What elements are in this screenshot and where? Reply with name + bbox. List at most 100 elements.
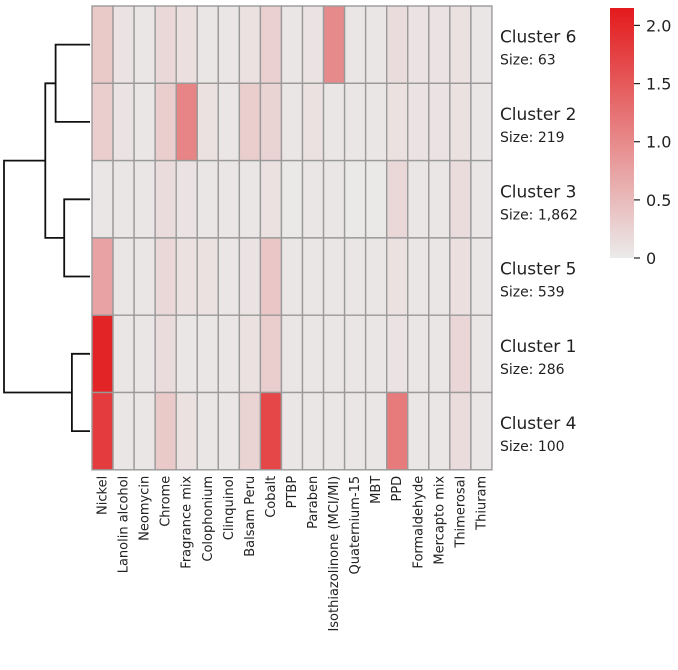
column-label: Thiuram bbox=[474, 476, 489, 531]
column-label: Colophonium bbox=[201, 476, 216, 562]
heatmap-cell bbox=[259, 314, 283, 394]
column-label: Lanolin alcohol bbox=[117, 476, 132, 573]
cluster-size-label: Size: 1,862 bbox=[500, 207, 578, 223]
heatmap-cell bbox=[449, 391, 472, 471]
heatmap-cell bbox=[386, 5, 409, 85]
column-label: MBT bbox=[369, 476, 384, 504]
heatmap-cell bbox=[280, 5, 304, 85]
heatmap-cell bbox=[112, 314, 135, 394]
heatmap-cell bbox=[196, 391, 219, 471]
heatmap-cell bbox=[154, 391, 177, 471]
heatmap-cell bbox=[428, 391, 451, 471]
heatmap-cell bbox=[238, 237, 262, 316]
column-label: Formaldehyde bbox=[411, 476, 426, 569]
colorbar-tick-label: 0.5 bbox=[646, 191, 671, 210]
heatmap-cell bbox=[301, 314, 325, 394]
heatmap-cell bbox=[259, 391, 283, 471]
cluster-size-label: Size: 286 bbox=[500, 362, 565, 378]
column-labels: Nickel Lanolin alcohol Neomycin Chrome Fragr… bbox=[96, 475, 490, 631]
heatmap-cell bbox=[280, 391, 304, 471]
heatmap-cell bbox=[196, 237, 219, 316]
heatmap-cell bbox=[280, 314, 304, 394]
heatmap-cell bbox=[449, 314, 472, 394]
heatmap-cell bbox=[428, 314, 451, 394]
heatmap-cell bbox=[238, 5, 262, 85]
cluster-name-label: Cluster 5 bbox=[500, 260, 577, 280]
heatmap-cell bbox=[238, 314, 262, 394]
column-label: Chrome bbox=[159, 476, 174, 527]
heatmap-cell bbox=[343, 159, 367, 239]
heatmap-cell bbox=[386, 237, 409, 316]
heatmap-cell bbox=[112, 5, 135, 85]
colorbar-tick-label: 0 bbox=[646, 249, 656, 268]
heatmap-cell bbox=[322, 82, 346, 162]
heatmap-cell bbox=[217, 314, 241, 394]
heatmap-cell bbox=[343, 5, 367, 85]
column-label: Fragrance mix bbox=[180, 476, 195, 569]
heatmap-cell bbox=[280, 237, 304, 316]
heatmap-cell bbox=[470, 159, 493, 239]
heatmap-cell bbox=[386, 82, 409, 162]
heatmap-cell bbox=[407, 82, 430, 162]
heatmap-cell bbox=[154, 314, 177, 394]
heatmap-cell bbox=[407, 159, 430, 239]
dendrogram-link bbox=[71, 352, 90, 432]
heatmap-cell bbox=[449, 159, 472, 239]
heatmap-cell bbox=[91, 391, 114, 471]
column-label: Cobalt bbox=[264, 476, 279, 518]
heatmap-cell bbox=[175, 82, 198, 162]
heatmap-cell bbox=[259, 237, 283, 316]
heatmap-cell bbox=[259, 5, 283, 85]
heatmap-cell bbox=[91, 5, 114, 85]
heatmap-cell bbox=[322, 237, 346, 316]
heatmap-cell bbox=[407, 237, 430, 316]
heatmap-cell bbox=[217, 391, 241, 471]
heatmap-cell bbox=[280, 159, 304, 239]
column-label: Mercapto mix bbox=[432, 475, 447, 564]
heatmap-cell bbox=[91, 159, 114, 239]
heatmap-cell bbox=[301, 237, 325, 316]
heatmap-cell bbox=[196, 159, 219, 239]
heatmap-cell bbox=[133, 237, 156, 316]
heatmap-cell bbox=[322, 314, 346, 394]
heatmap-cell bbox=[407, 314, 430, 394]
heatmap-cell bbox=[196, 314, 219, 394]
heatmap-cell bbox=[259, 82, 283, 162]
heatmap-cell bbox=[407, 391, 430, 471]
heatmap-cell bbox=[175, 237, 198, 316]
heatmap-cell bbox=[133, 314, 156, 394]
heatmap-cell bbox=[428, 82, 451, 162]
heatmap-cell bbox=[238, 391, 262, 471]
heatmap-cell bbox=[112, 82, 135, 162]
colorbar-gradient bbox=[610, 8, 634, 258]
heatmap-cell bbox=[449, 82, 472, 162]
heatmap-cell bbox=[217, 5, 241, 85]
heatmap-cell bbox=[154, 159, 177, 239]
heatmap-cell bbox=[364, 237, 388, 316]
colorbar: 0 0.5 1.0 1.5 2.0 bbox=[610, 8, 671, 268]
dendrogram bbox=[3, 43, 90, 432]
heatmap-cell bbox=[133, 82, 156, 162]
heatmap-cell bbox=[301, 159, 325, 239]
heatmap-cell bbox=[386, 391, 409, 471]
heatmap-cell bbox=[154, 237, 177, 316]
heatmap-cell bbox=[364, 391, 388, 471]
column-label: Clinquinol bbox=[222, 476, 237, 540]
heatmap-cell bbox=[133, 5, 156, 85]
heatmap-cell bbox=[175, 5, 198, 85]
heatmap-cell bbox=[470, 314, 493, 394]
heatmap-cell bbox=[449, 5, 472, 85]
heatmap-cell bbox=[343, 391, 367, 471]
heatmap-cell bbox=[343, 82, 367, 162]
heatmap-cell bbox=[364, 5, 388, 85]
heatmap-cell bbox=[91, 82, 114, 162]
column-label: Neomycin bbox=[138, 476, 153, 541]
heatmap-cell bbox=[322, 159, 346, 239]
heatmap-cell bbox=[470, 391, 493, 471]
dendrogram-link bbox=[3, 159, 72, 394]
heatmap-cell bbox=[343, 314, 367, 394]
heatmap-cell bbox=[386, 314, 409, 394]
cluster-name-label: Cluster 4 bbox=[500, 414, 577, 434]
cluster-size-label: Size: 219 bbox=[500, 130, 565, 146]
